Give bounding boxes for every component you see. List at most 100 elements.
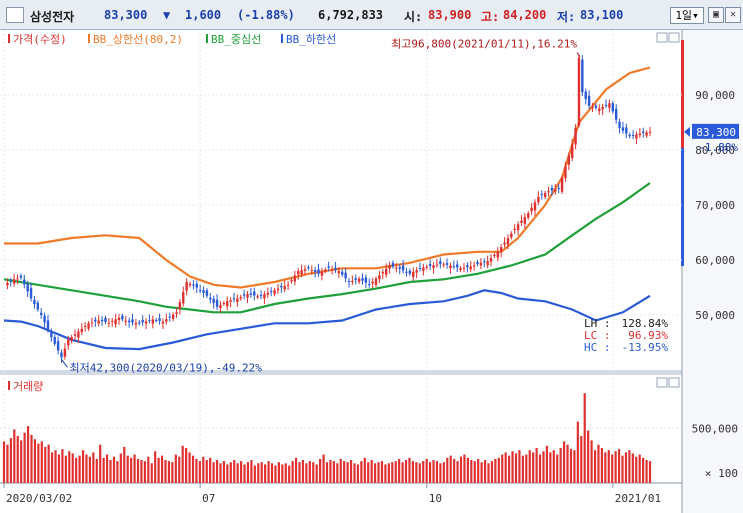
current-price: 83,300: [104, 8, 148, 22]
stock-name[interactable]: 삼성전자: [30, 10, 75, 24]
candle-body: [550, 187, 554, 191]
volume-bar: [332, 461, 335, 483]
volume-bar: [638, 454, 641, 483]
volume-bar: [497, 457, 500, 483]
band-stat-value: 128.84%: [622, 317, 669, 330]
volume-bar: [583, 393, 586, 483]
volume-bar: [428, 462, 432, 483]
volume-bar: [380, 461, 384, 483]
candle-body: [43, 315, 46, 323]
candle-body: [401, 265, 405, 271]
candle-body: [594, 105, 598, 108]
candle-body: [341, 271, 344, 275]
volume-bar: [167, 461, 171, 483]
band-stat-label: HC :: [584, 341, 611, 354]
maximize-icon[interactable]: ▣: [708, 7, 724, 23]
volume-bar: [518, 450, 521, 483]
volume-panel-toggle-icon[interactable]: [656, 377, 668, 388]
volume-bar: [119, 453, 122, 483]
volume-bar: [473, 461, 476, 483]
candle-body: [249, 293, 253, 295]
price-panel-toggle-icon[interactable]: [656, 32, 668, 43]
stock-search-icon[interactable]: [6, 7, 24, 23]
volume-panel-close-icon[interactable]: [668, 377, 680, 388]
volume-bar: [205, 460, 208, 483]
volume-bar: [123, 446, 126, 483]
volume-bar: [267, 461, 270, 483]
volume-value: 6,792,833: [318, 8, 384, 22]
volume-bar: [140, 460, 143, 483]
candle-body: [23, 279, 26, 285]
annotation-low-pointer: [61, 359, 68, 368]
volume-bar: [236, 463, 239, 483]
candle-body: [432, 265, 435, 269]
volume-bar: [239, 461, 243, 483]
volume-bar: [425, 458, 428, 483]
bb-lower-line: [3, 289, 651, 351]
candle-body: [293, 275, 297, 282]
period-selector[interactable]: 1일▾: [670, 7, 704, 24]
candle-body: [50, 332, 53, 337]
volume-bar: [51, 452, 54, 483]
candle-body: [435, 264, 439, 266]
volume-bar: [624, 452, 628, 483]
band-stat-value: -13.95%: [622, 341, 669, 354]
volume-bar: [75, 457, 78, 483]
candle-body: [621, 127, 625, 131]
panel-divider[interactable]: [0, 370, 682, 375]
candle-body: [202, 290, 205, 293]
candle-body: [141, 319, 144, 323]
candle-body: [462, 267, 466, 269]
volume-bar: [387, 463, 390, 483]
candle-body: [638, 133, 642, 136]
candle-body: [80, 328, 83, 333]
candle-body: [73, 334, 77, 336]
chart-labels: 90,000 80,000 70,000 60,000 50,000 2020/03/02…: [3, 32, 739, 505]
volume-bar: [178, 456, 181, 483]
volume-bar: [535, 447, 538, 483]
volume-bar: [78, 455, 81, 483]
candle-body: [354, 278, 357, 280]
candle-body: [499, 247, 503, 252]
candle-body: [209, 297, 212, 300]
volume-bar: [360, 461, 363, 483]
volume-bar: [92, 452, 95, 483]
volume-bar: [112, 456, 116, 483]
header-bar: 삼성전자 83,300 ▼ 1,600 (-1.88%) 6,792,833 시…: [0, 0, 743, 30]
price-panel-close-icon[interactable]: [668, 32, 680, 43]
volume-bar: [191, 455, 195, 483]
candle-body: [628, 134, 631, 137]
candle-body: [256, 296, 259, 298]
close-icon[interactable]: ✕: [725, 7, 741, 23]
candle-body: [371, 281, 374, 284]
volume-bar: [415, 462, 418, 483]
price-y-tick-label: 90,000: [695, 89, 735, 102]
change-percent: (-1.88%): [237, 8, 295, 22]
volume-bar: [33, 439, 37, 483]
candle-body: [472, 265, 476, 267]
candle-body: [635, 134, 638, 139]
volume-bar: [57, 454, 61, 483]
candle-body: [19, 275, 23, 278]
price-y-tick-label: 70,000: [695, 199, 735, 212]
band-stat-value: 96.93%: [628, 329, 668, 342]
volume-series: [2, 393, 652, 483]
candle-body: [161, 321, 165, 324]
candle-body: [608, 103, 611, 108]
volume-legend-swatch: [8, 381, 10, 390]
volume-bar: [645, 460, 648, 483]
volume-bar: [611, 454, 614, 483]
volume-bar: [480, 462, 483, 483]
annotation-high-pointer: [576, 52, 581, 57]
price-y-tick-label: 80,000: [695, 144, 735, 157]
volume-bar: [614, 451, 617, 483]
volume-bar: [477, 458, 480, 483]
candle-body: [226, 301, 229, 307]
candle-body: [520, 220, 523, 223]
volume-bar: [298, 462, 301, 483]
volume-bar: [143, 461, 146, 483]
candle-body: [554, 189, 557, 192]
volume-bar: [322, 454, 325, 483]
volume-bar: [215, 460, 219, 483]
volume-bar: [391, 462, 394, 483]
